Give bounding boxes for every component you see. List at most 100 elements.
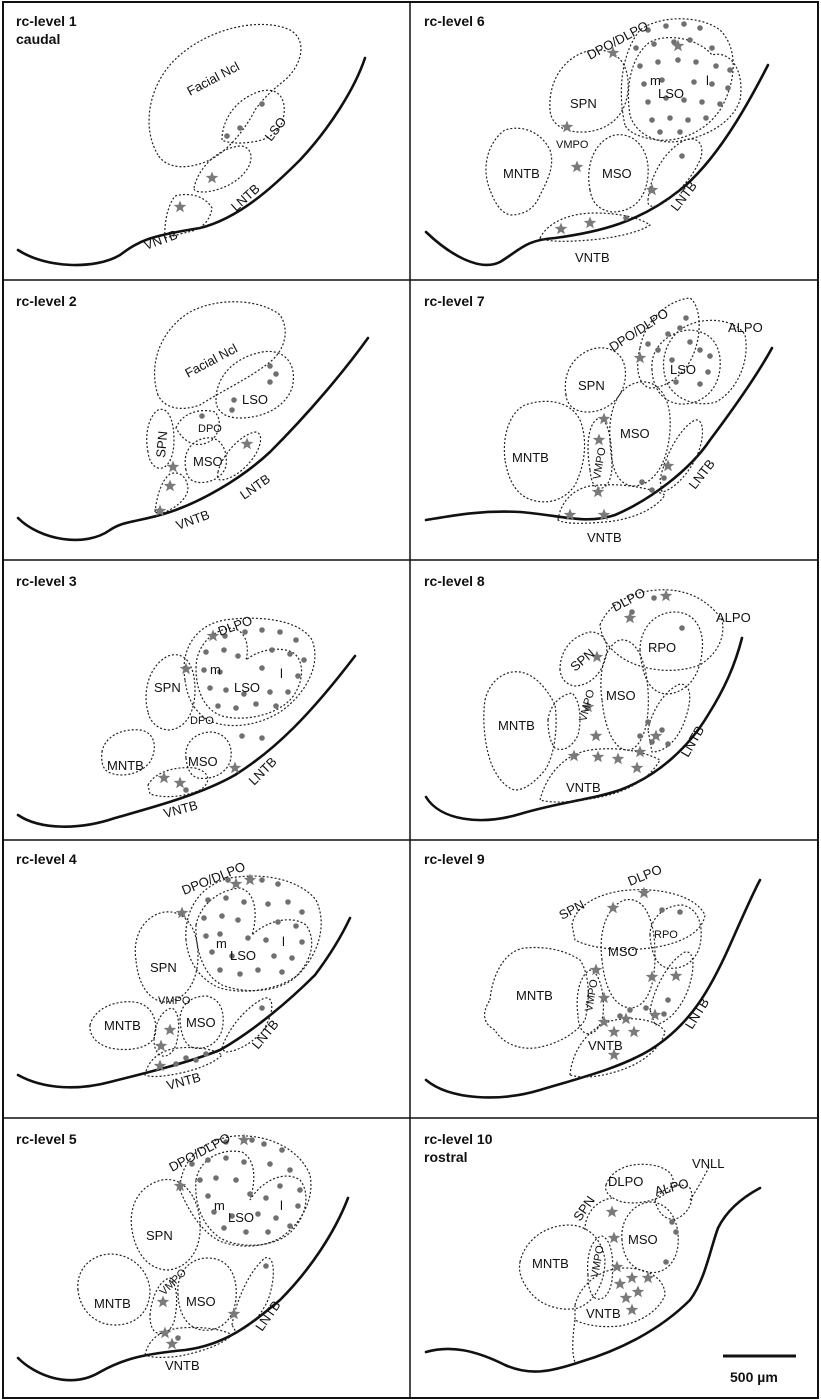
label-m: m <box>216 936 227 951</box>
labeled-cell-star <box>592 433 606 446</box>
panel-title: rc-level 7 <box>424 293 485 309</box>
labeled-cell-star <box>205 171 219 184</box>
labeled-cell-star <box>173 200 187 213</box>
dpo-dlpo-outline <box>185 875 322 992</box>
brainstem-ventral-border <box>16 336 370 542</box>
labeled-cell-star <box>156 1295 170 1308</box>
rpo-outline <box>649 904 702 969</box>
label-lso: LSO <box>230 948 256 963</box>
label-mntb: MNTB <box>498 718 535 733</box>
vntb-outline <box>569 1018 666 1078</box>
mso-outline <box>588 134 649 213</box>
label-vntb: VNTB <box>586 1306 621 1321</box>
labeled-cell-star <box>607 1231 621 1244</box>
label-dpo-dlpo: DPO/DLPO <box>584 18 650 63</box>
vntb-outline <box>539 212 652 242</box>
panel-title: rc-level 4 <box>16 851 77 867</box>
lntb-outline <box>647 138 703 207</box>
labeled-cell-dot <box>669 1219 675 1225</box>
labeled-cell-star <box>589 729 603 742</box>
labeled-cell-dots <box>639 315 713 493</box>
label-vntb: VNTB <box>162 797 199 820</box>
labeled-cell-dot <box>673 1229 679 1235</box>
labeled-cell-dot <box>229 407 235 413</box>
labeled-cell-dot <box>199 413 205 419</box>
label-dlpo: DLPO <box>216 613 254 639</box>
labeled-cell-dot <box>231 397 237 403</box>
labeled-cell-dot <box>237 125 243 131</box>
labeled-cell-star <box>589 963 603 976</box>
labeled-cell-star <box>611 752 625 765</box>
label-mntb: MNTB <box>532 1256 569 1271</box>
label-mso: MSO <box>620 426 650 441</box>
labeled-cell-dot <box>267 379 273 385</box>
label-mso: MSO <box>186 1294 216 1309</box>
label-lso: LSO <box>262 114 290 144</box>
spn-outline <box>134 911 199 1003</box>
panel-rc-level-7: rc-level 7 DPO/DLPO ALPO LSO SPN VMPO MN… <box>424 293 774 545</box>
labeled-cell-dot <box>273 371 279 377</box>
panel-title: rc-level 2 <box>16 293 77 309</box>
labeled-cell-dot <box>267 363 273 369</box>
label-dpo: DPO <box>190 715 214 727</box>
labeled-cell-star <box>163 1023 177 1036</box>
label-l: l <box>282 934 285 949</box>
spn-outline <box>559 631 608 687</box>
labeled-cell-star <box>669 969 683 982</box>
panel-title: rc-level 1 <box>16 13 77 29</box>
label-vntb: VNTB <box>566 780 601 795</box>
lntb-outline <box>221 997 273 1053</box>
mso-outline <box>600 639 649 751</box>
spn-outline <box>146 408 175 469</box>
label-rpo: RPO <box>648 640 676 655</box>
label-mso: MSO <box>608 944 638 959</box>
panel-subtitle: caudal <box>16 31 60 47</box>
facial-nucleus-outline <box>148 23 302 168</box>
vntb-outline <box>147 767 209 798</box>
panel-rc-level-4: rc-level 4 DPO/DLPO m LSO l SPN VMPO M <box>16 851 352 1093</box>
labeled-cell-dots <box>623 21 733 221</box>
mntb-outline <box>101 729 155 776</box>
mntb-outline <box>503 400 586 503</box>
dlpo-alpo-outline <box>599 589 724 671</box>
panel-title: rc-level 10 <box>424 1131 493 1147</box>
dlpo-outline <box>183 617 316 727</box>
label-spn: SPN <box>578 378 605 393</box>
mso-outline <box>184 437 227 484</box>
labeled-cell-star <box>619 1291 633 1304</box>
label-lntb: LNTB <box>686 456 718 491</box>
brainstem-ventral-border <box>424 878 762 1099</box>
labeled-cell-star <box>560 120 574 133</box>
labeled-cell-star <box>166 460 180 473</box>
label-facial-ncl: Facial Ncl <box>184 59 242 99</box>
label-mso: MSO <box>602 166 632 181</box>
label-dlpo: DLPO <box>609 585 647 615</box>
panel-title: rc-level 5 <box>16 1131 77 1147</box>
label-rpo: RPO <box>654 929 678 941</box>
mso-outline <box>621 1201 679 1274</box>
panel-rc-level-1: rc-level 1 caudal Facial Ncl LSO LNTB VN… <box>16 13 367 267</box>
panel-title: rc-level 6 <box>424 13 485 29</box>
vmpo-outline <box>576 969 605 1035</box>
vntb-outline <box>144 1046 223 1078</box>
labeled-cell-star <box>627 1025 641 1038</box>
label-vntb: VNTB <box>587 530 622 545</box>
mso-outline <box>185 731 232 780</box>
labeled-cell-dots <box>629 595 685 747</box>
labeled-cell-star <box>637 886 651 899</box>
label-spn: SPN <box>150 960 177 975</box>
labeled-cell-star <box>243 873 257 886</box>
label-spn: SPN <box>146 1228 173 1243</box>
mntb-outline <box>485 127 553 216</box>
labeled-cell-star <box>583 216 597 229</box>
label-vmpo: VMPO <box>583 978 601 1012</box>
dpo-dlpo-outline <box>179 1135 312 1247</box>
label-mso: MSO <box>186 1015 216 1030</box>
label-alpo: ALPO <box>728 320 763 335</box>
dlpo-outline <box>605 1163 674 1204</box>
dlpo-outline <box>571 889 706 951</box>
label-m: m <box>650 73 661 88</box>
labeled-cell-star <box>625 1303 639 1316</box>
vntb-outline <box>539 748 661 803</box>
